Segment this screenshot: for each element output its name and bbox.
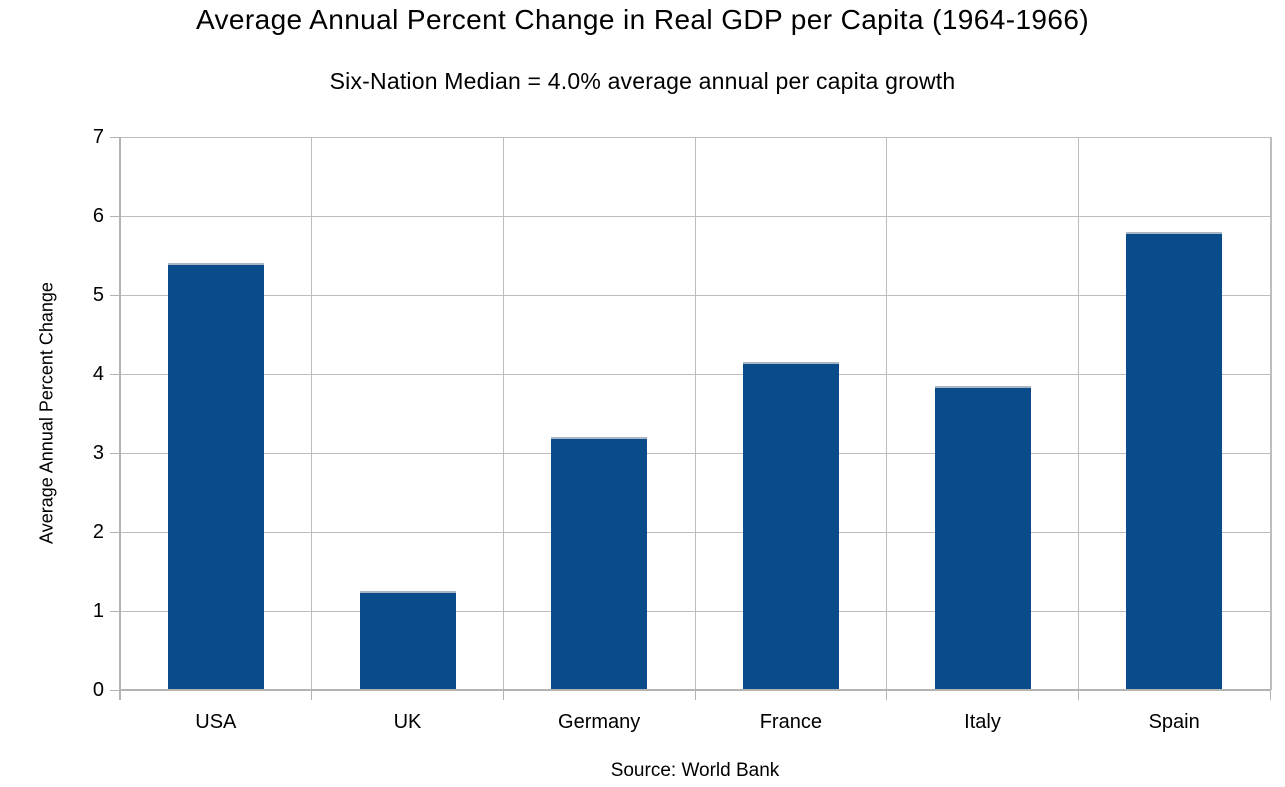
chart-title: Average Annual Percent Change in Real GD…	[195, 4, 1090, 35]
y-axis-tick	[110, 136, 120, 138]
y-tick-label: 7	[92, 126, 104, 148]
y-axis-tick	[110, 373, 120, 375]
chart-subtitle: Six-Nation Median = 4.0% average annual …	[329, 68, 956, 94]
y-axis-tick	[110, 215, 120, 217]
x-axis-tick	[1269, 690, 1271, 700]
y-axis-line	[119, 137, 121, 700]
y-axis-tick	[110, 531, 120, 533]
y-tick-label: 2	[92, 521, 104, 543]
y-tick-label: 3	[92, 442, 104, 464]
bar-spain	[1126, 231, 1223, 690]
y-tick-label: 1	[92, 600, 104, 622]
bar-italy	[934, 385, 1031, 690]
x-axis-label: Spain	[1148, 711, 1200, 733]
x-axis-label: Germany	[558, 711, 641, 733]
y-tick-label: 0	[92, 679, 104, 701]
bar-germany	[551, 437, 648, 690]
x-axis-label: Italy	[964, 711, 1001, 733]
y-tick-label: 6	[92, 205, 104, 227]
x-axis-tick	[311, 690, 313, 700]
y-tick-label: 5	[92, 284, 104, 306]
source-note: Source: World Bank	[610, 760, 780, 781]
x-axis-tick	[1077, 690, 1079, 700]
x-axis-label: UK	[393, 711, 422, 733]
v-gridline	[694, 137, 696, 690]
x-axis-label: France	[759, 711, 822, 733]
bar-usa	[167, 263, 264, 690]
x-axis-label: USA	[195, 711, 237, 733]
bar-uk	[359, 591, 456, 690]
x-axis-tick	[886, 690, 888, 700]
x-axis-tick	[502, 690, 504, 700]
x-axis-tick	[694, 690, 696, 700]
v-gridline	[311, 137, 313, 690]
y-tick-label: 4	[92, 363, 104, 385]
y-axis-tick	[110, 610, 120, 612]
y-axis-tick	[110, 689, 120, 691]
v-gridline	[886, 137, 888, 690]
v-gridline	[1077, 137, 1079, 690]
y-axis-title: Average Annual Percent Change	[36, 282, 57, 544]
y-axis-tick	[110, 452, 120, 454]
y-axis-tick	[110, 294, 120, 296]
v-gridline	[502, 137, 504, 690]
v-gridline	[1269, 137, 1272, 690]
bar-france	[742, 362, 839, 690]
